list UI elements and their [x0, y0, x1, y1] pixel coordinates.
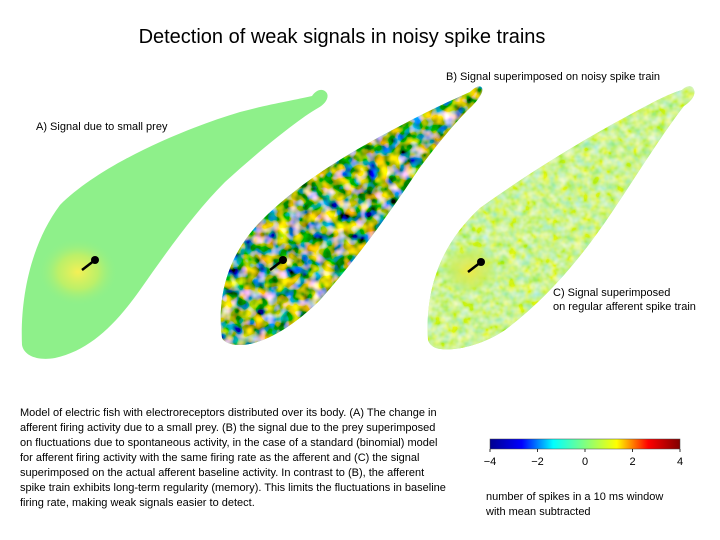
panel-c-label-line2: on regular afferent spike train	[553, 301, 696, 313]
colorbar-tick-label: −2	[531, 456, 544, 468]
prey-marker-a	[81, 256, 99, 271]
colorbar-tick-label: −4	[484, 456, 497, 468]
colorbar-label-line1: number of spikes in a 10 ms window	[486, 491, 664, 503]
fish-a	[21, 89, 328, 359]
panel-c-label: C) Signal superimposed on regular affere…	[553, 286, 696, 314]
colorbar-description: number of spikes in a 10 ms window with …	[486, 490, 706, 520]
panel-c-label-line1: C) Signal superimposed	[553, 287, 671, 299]
colorbar-label-line2: with mean subtracted	[486, 506, 591, 518]
fish-a-prey-response	[38, 238, 118, 306]
colorbar: −4 −2 0 2 4	[484, 438, 683, 468]
panel-a-label: A) Signal due to small prey	[36, 121, 168, 133]
colorbar-tick-label: 2	[629, 456, 635, 468]
colorbar-tick-label: 0	[582, 456, 588, 468]
colorbar-tick-label: 4	[677, 456, 683, 468]
figure-caption: Model of electric fish with electrorecep…	[20, 407, 446, 509]
prey-marker-b	[269, 256, 287, 271]
page-title: Detection of weak signals in noisy spike…	[138, 26, 546, 48]
prey-marker-c	[467, 258, 485, 273]
panel-b-label: B) Signal superimposed on noisy spike tr…	[446, 71, 661, 83]
colorbar-gradient	[489, 438, 681, 450]
